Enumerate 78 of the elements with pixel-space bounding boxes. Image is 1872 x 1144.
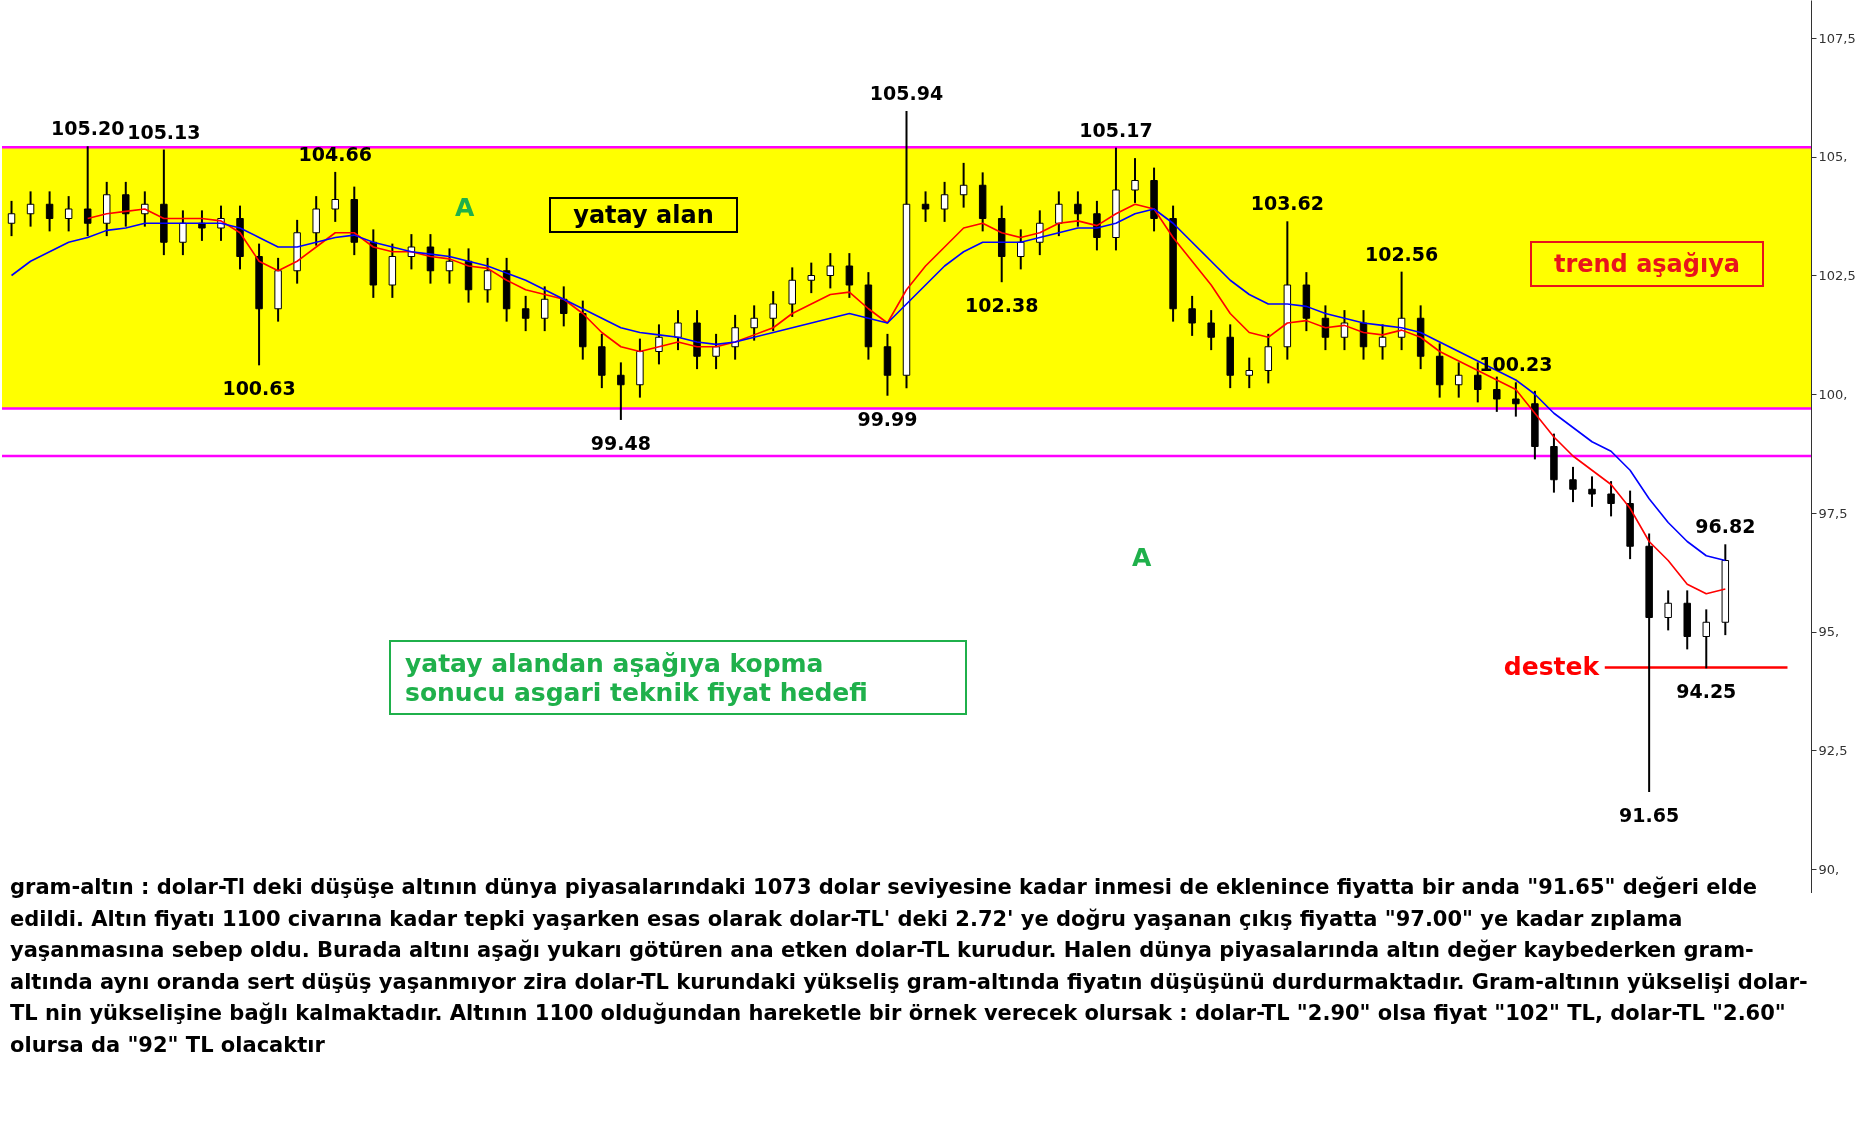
candlestick [45, 191, 54, 232]
candlestick [331, 171, 339, 222]
y-tick-label: 95, [1818, 624, 1840, 640]
candlestick [521, 295, 530, 332]
annotation: 103.62 [1250, 192, 1325, 215]
candlestick [674, 310, 682, 351]
ref-line-label: destek [1503, 652, 1601, 682]
candlestick [750, 305, 758, 341]
candlestick [179, 210, 187, 256]
annotation: 102.38 [965, 294, 1039, 317]
candlestick [1493, 376, 1501, 412]
candlestick [1454, 362, 1463, 398]
candlestick [788, 267, 796, 317]
candlestick [560, 286, 568, 327]
candlestick [1340, 310, 1349, 351]
y-tick-label: 100, [1818, 386, 1848, 402]
y-tick-label: 102,5 [1818, 268, 1856, 283]
candlestick [1055, 191, 1063, 237]
annotation: 100.23 [1479, 353, 1553, 376]
annotation: yatay alan [549, 197, 738, 233]
annotation: 99.99 [857, 407, 918, 430]
candlestick [1378, 324, 1387, 360]
candlestick [1569, 466, 1577, 503]
annotation: gram-altın : dolar-Tl deki düşüşe altının dünya piyasalarındaki 1073 dolar seviyesine kadar inmesi de eklenince fiyatta bir anda "91.65" değeri elde edildi. Altın fiyatı 1100 civarına kadar tepki yaşarken esas olarak dolar-TL' deki 2.72' ye doğru yaşanan çıkış fiyatta "97.00" ye kadar zıplama yaşanmasına sebep oldu. Burada altını aşağı yukarı götüren ana etken dolar-TL kurudur. Halen dünya piyasalarında altın değer kaybederken gram-altında aynı oranda sert düşüş yaşanmıyor zira dolar-TL kurundaki yükseliş gram-altında fiyatın düşüşünü durdurmaktadır. Gram-altının yükselişi dolar-TL nin yükselişine bağlı kalmaktadır. Altının 1100 olduğundan hareketle bir örnek verecek olursak : dolar-TL "2.90" olsa fiyat "102" TL, dolar-TL "2.60" olursa da "92" TL olacaktır [10, 874, 1809, 1059]
annotation: 104.66 [298, 142, 372, 165]
candlestick [83, 146, 92, 237]
candlestick [1702, 609, 1711, 669]
candlestick [483, 257, 492, 303]
candlestick [198, 210, 206, 241]
annotation: 105.13 [127, 120, 201, 143]
candlestick [826, 253, 835, 289]
candlestick [617, 362, 625, 420]
candlestick [445, 248, 454, 284]
candlestick [1512, 382, 1520, 417]
annotation: trend aşağıya [1530, 241, 1764, 287]
candlestick [959, 162, 968, 208]
annotation: 100.63 [222, 377, 296, 400]
candlestick [64, 196, 73, 232]
candlestick [921, 191, 930, 222]
candlestick [940, 181, 949, 222]
candlestick [312, 196, 320, 246]
y-tick-label: 92,5 [1818, 743, 1848, 758]
candlestick [1188, 295, 1196, 336]
candlestick [26, 191, 35, 227]
annotation: 99.48 [590, 431, 651, 454]
candlestick [845, 253, 854, 298]
candlestick [1607, 481, 1615, 517]
annotation: yatay alandan aşağıya kopma sonucu asgari teknik fiyat hedefi [389, 640, 967, 715]
y-tick-label: 97,5 [1818, 505, 1848, 521]
candlestick [731, 314, 739, 360]
annotation: 96.82 [1695, 515, 1756, 538]
annotation: 105.17 [1079, 118, 1153, 141]
annotation: 105.20 [51, 117, 125, 140]
y-tick-label: 105, [1818, 149, 1848, 165]
candlestick [1017, 229, 1025, 270]
candlestick [769, 291, 777, 332]
candlestick [1474, 362, 1482, 403]
annotation: 91.65 [1619, 803, 1680, 826]
candlestick [1074, 191, 1082, 227]
annotation: 102.56 [1364, 242, 1439, 265]
candlestick [540, 286, 549, 332]
candlestick [1245, 357, 1253, 389]
annotation: A [1132, 543, 1152, 572]
annotation: 94.25 [1676, 680, 1737, 703]
candlestick [1588, 476, 1596, 507]
candlestick [1264, 333, 1273, 384]
candlestick [1207, 310, 1215, 351]
annotation: A [455, 193, 475, 222]
candlestick [1131, 158, 1139, 203]
annotation: 105.94 [869, 82, 944, 105]
candlestick [807, 262, 816, 294]
candlestick [655, 324, 663, 365]
y-tick-label: 107,5 [1818, 30, 1856, 46]
candlestick [7, 200, 16, 237]
y-tick-label: 90, [1818, 861, 1840, 877]
candlestick [712, 333, 720, 370]
candlestick [122, 181, 130, 227]
candlestick [1664, 590, 1672, 631]
